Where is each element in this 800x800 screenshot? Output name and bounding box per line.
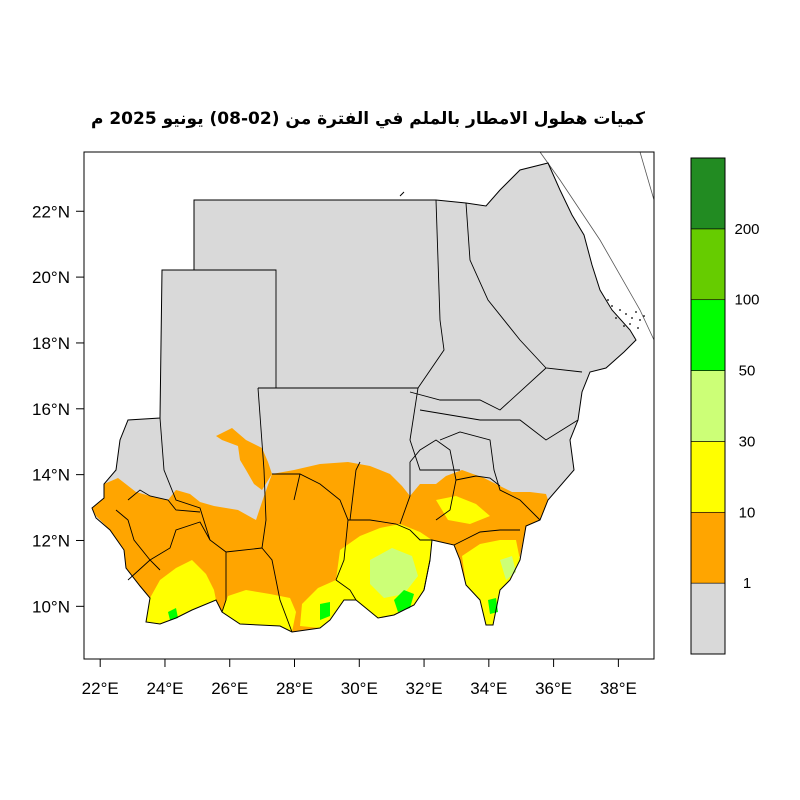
legend-swatch bbox=[690, 441, 726, 513]
legend-swatch bbox=[690, 157, 726, 230]
rain-patch-west bbox=[278, 494, 312, 530]
red-sea-edge bbox=[539, 151, 655, 341]
legend-swatch bbox=[690, 228, 726, 301]
map-title: كميات هطول الامطار بالملم في الفترة من (… bbox=[91, 109, 645, 129]
legend-frame bbox=[690, 157, 726, 655]
map-panel bbox=[83, 151, 655, 660]
map-frame bbox=[83, 151, 655, 660]
red-sea-islands bbox=[607, 299, 645, 329]
rain-zone-50-100 bbox=[394, 590, 414, 612]
x-axis: 22°E 24°E 26°E 28°E 30°E 32°E 34°E 36°E 38°E bbox=[82, 659, 637, 698]
x-tick-label: 22°E bbox=[82, 679, 119, 698]
legend-swatch bbox=[690, 299, 726, 371]
y-tick-label: 22°N bbox=[32, 202, 70, 221]
rain-zone-30-50 bbox=[370, 548, 418, 598]
y-tick-label: 10°N bbox=[32, 597, 70, 616]
x-tick-label: 30°E bbox=[341, 679, 378, 698]
state-borders bbox=[115, 199, 583, 633]
rain-zone-50-100-south bbox=[320, 602, 330, 620]
rain-zone-10-30-northeast bbox=[436, 496, 490, 524]
legend-swatch bbox=[690, 370, 726, 442]
legend-label: 30 bbox=[739, 433, 756, 450]
legend-label: 10 bbox=[739, 504, 756, 521]
x-tick-label: 26°E bbox=[211, 679, 248, 698]
legend-label: 1 bbox=[743, 575, 751, 592]
coast-mark bbox=[399, 191, 405, 197]
x-tick-label: 38°E bbox=[600, 679, 637, 698]
legend-swatch bbox=[690, 511, 726, 584]
y-axis: 10°N 12°N 14°N 16°N 18°N 20°N 22°N bbox=[32, 202, 84, 616]
y-tick-label: 12°N bbox=[32, 531, 70, 550]
colorbar-legend: 1 10 30 50 100 200 bbox=[690, 157, 760, 655]
x-tick-label: 28°E bbox=[276, 679, 313, 698]
rain-zone-30-50-east bbox=[500, 556, 516, 580]
rain-zone-10-30-southwest bbox=[222, 590, 296, 632]
x-tick-label: 32°E bbox=[406, 679, 443, 698]
x-tick-label: 36°E bbox=[535, 679, 572, 698]
rain-zone-10-30-west bbox=[146, 560, 216, 624]
legend-label: 200 bbox=[734, 221, 759, 238]
map-corner-line bbox=[639, 151, 655, 201]
legend-swatch bbox=[690, 582, 726, 655]
y-tick-label: 20°N bbox=[32, 268, 70, 287]
y-tick-label: 18°N bbox=[32, 334, 70, 353]
rain-zone-50-100-west bbox=[168, 608, 178, 620]
legend-label: 100 bbox=[734, 292, 759, 309]
y-tick-label: 16°N bbox=[32, 400, 70, 419]
y-tick-label: 14°N bbox=[32, 466, 70, 485]
rain-patch-north bbox=[216, 428, 272, 490]
x-tick-label: 24°E bbox=[146, 679, 183, 698]
x-tick-label: 34°E bbox=[470, 679, 507, 698]
legend-label: 50 bbox=[739, 363, 756, 380]
